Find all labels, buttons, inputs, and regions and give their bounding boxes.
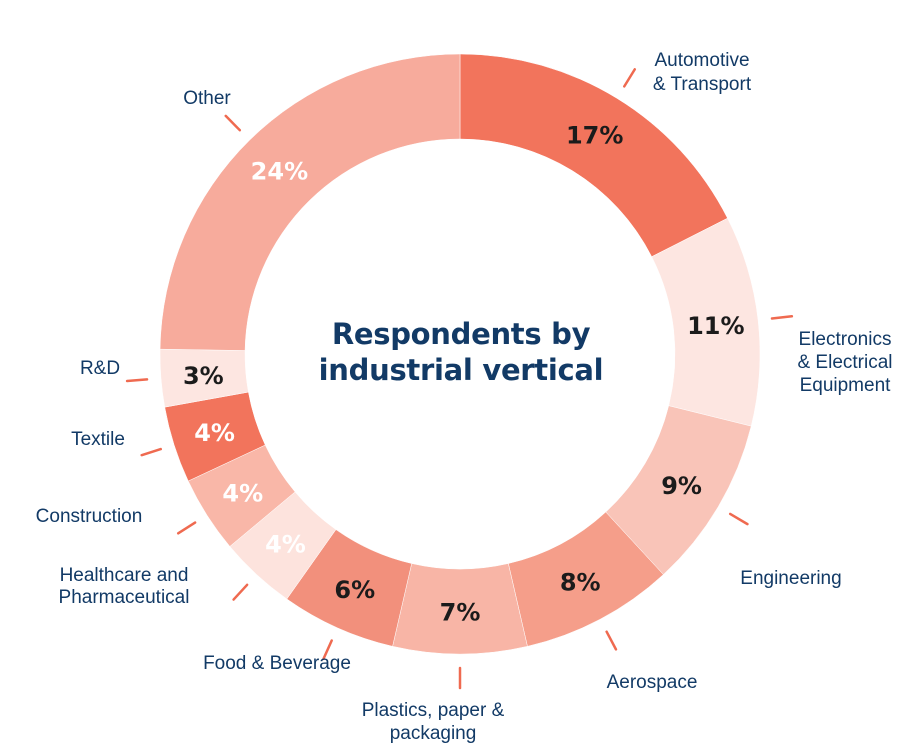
category-label-other: Other (183, 88, 231, 109)
value-label-automotive-and-transport: 17% (566, 122, 623, 150)
leader-line-engineering (728, 512, 749, 526)
value-label-plastics-paper-and-packaging: 7% (440, 599, 481, 627)
category-label-construction: Construction (36, 506, 143, 527)
value-labels: 17%11%9%8%7%6%4%4%4%3%24% (183, 122, 745, 627)
category-label-randd: R&D (80, 358, 120, 379)
value-label-healthcare-and-pharmaceutical: 4% (265, 530, 306, 558)
value-label-randd: 3% (183, 362, 224, 390)
chart-title: Respondents by industrial vertical (261, 316, 661, 388)
leader-line-textile (140, 447, 162, 457)
value-label-construction: 4% (222, 479, 263, 507)
slices (159, 53, 761, 655)
leader-line-food-and-beverage (322, 639, 333, 661)
category-label-electronics-and-electrical-equipment: Electronics & Electrical Equipment (797, 329, 892, 396)
slice-other (159, 53, 461, 351)
category-labels: Automotive & Transport Electronics & Electr… (36, 50, 893, 744)
category-label-textile: Textile (71, 429, 125, 450)
category-label-aerospace: Aerospace (607, 672, 698, 693)
leader-line-automotive-and-transport (623, 68, 636, 88)
leader-lines (125, 68, 794, 690)
category-label-automotive-and-transport: Automotive & Transport (653, 50, 752, 95)
value-label-aerospace: 8% (560, 569, 601, 597)
chart-title-line-1: Respondents by (331, 317, 591, 351)
value-label-engineering: 9% (661, 472, 702, 500)
category-label-food-and-beverage: Food & Beverage (203, 653, 351, 674)
leader-line-construction (176, 521, 197, 535)
value-label-electronics-and-electrical-equipment: 11% (687, 312, 744, 340)
category-label-healthcare-and-pharmaceutical: Healthcare and Pharmaceutical (59, 565, 190, 608)
value-label-other: 24% (251, 157, 308, 185)
category-label-engineering: Engineering (740, 568, 841, 589)
leader-line-electronics-and-electrical-equipment (770, 314, 794, 320)
value-label-food-and-beverage: 6% (334, 576, 375, 604)
leader-line-randd (125, 378, 149, 383)
leader-line-aerospace (605, 630, 618, 651)
chart-title-line-2: industrial vertical (318, 353, 604, 387)
leader-line-healthcare-and-pharmaceutical (232, 583, 249, 601)
leader-line-other (224, 114, 242, 132)
category-label-plastics-paper-and-packaging: Plastics, paper & packaging (362, 700, 505, 744)
value-label-textile: 4% (194, 419, 235, 447)
